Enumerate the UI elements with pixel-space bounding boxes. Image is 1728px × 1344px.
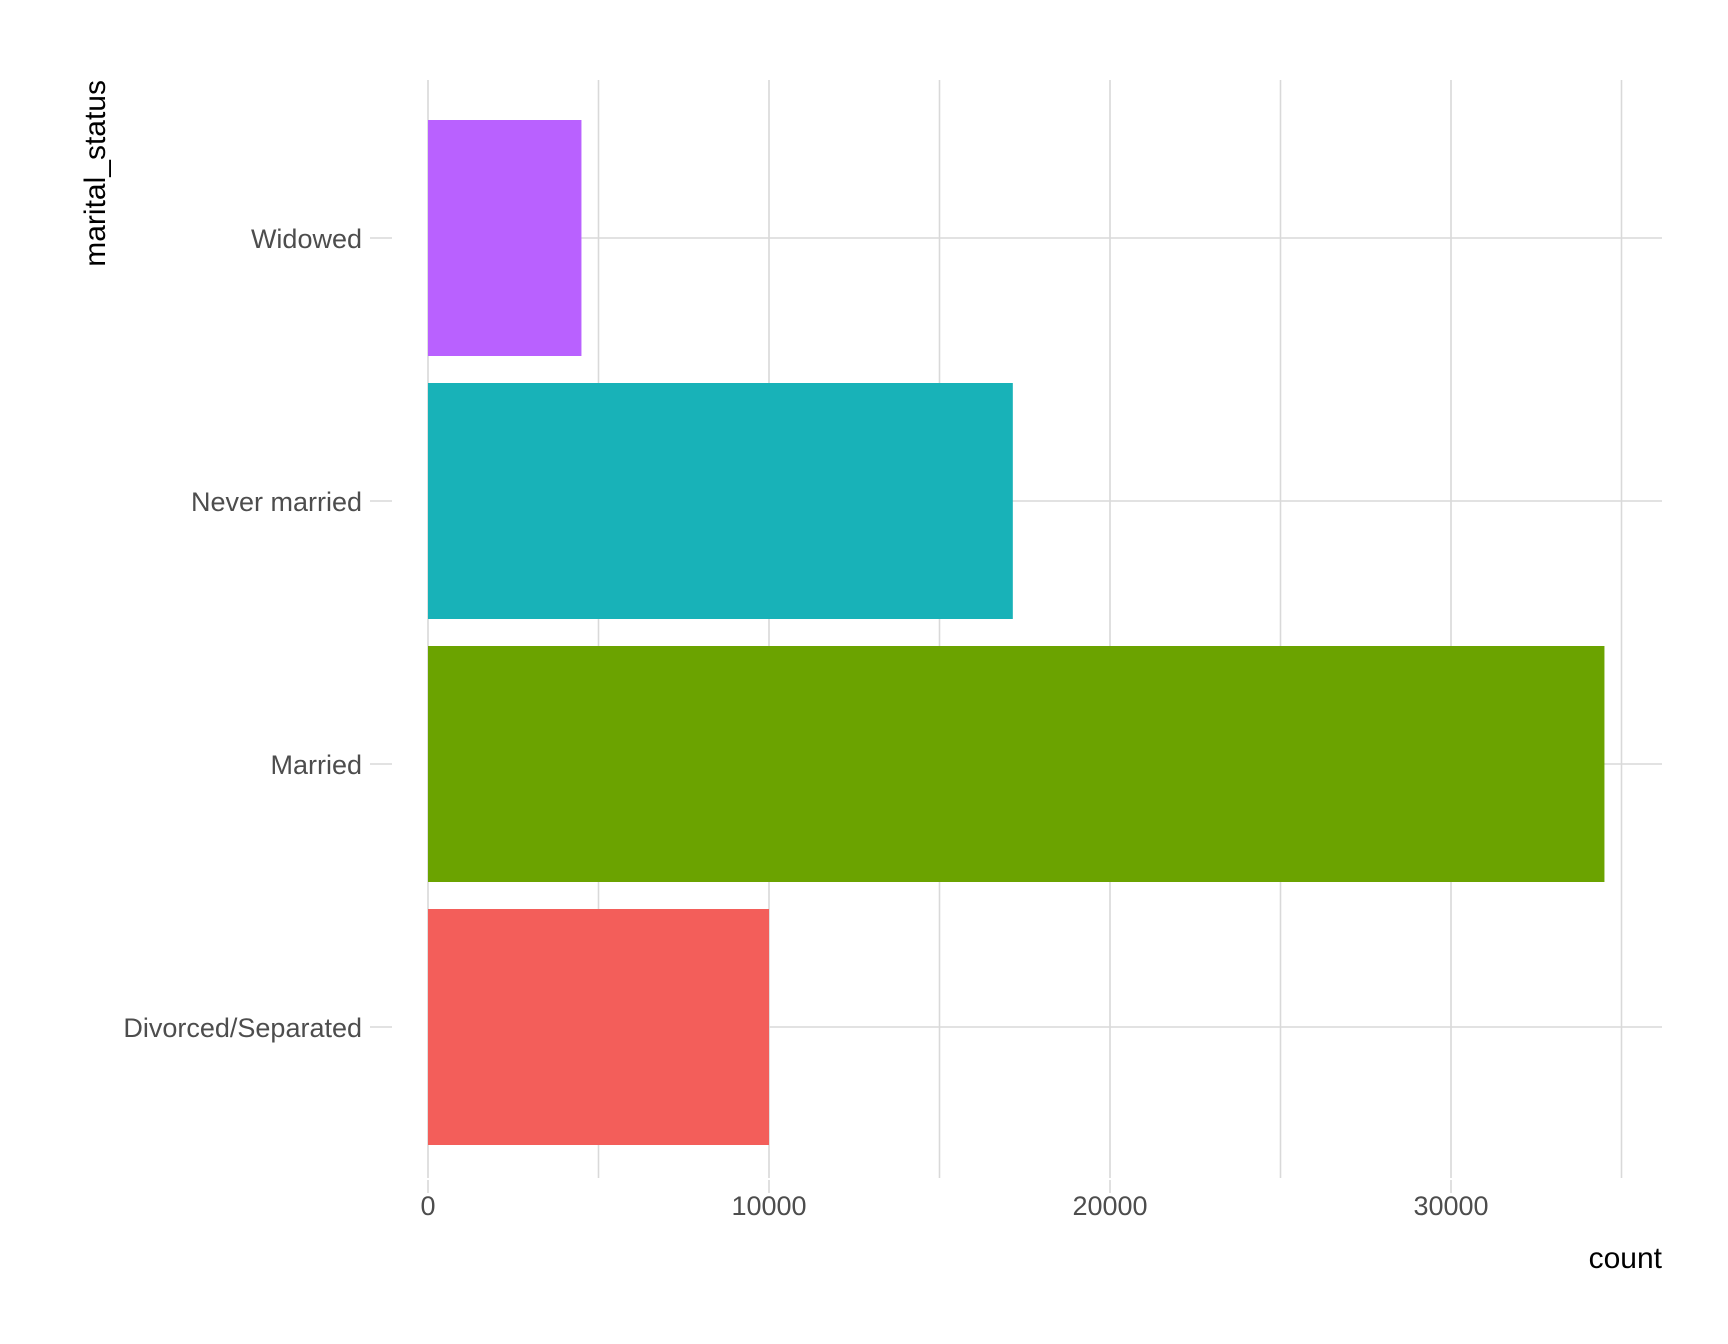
bars: [428, 120, 1605, 1145]
tick-marks: [370, 237, 1452, 1193]
bar-widowed: [428, 120, 582, 356]
y-tick-labels: Divorced/Separated Married Never married Wi…: [123, 224, 362, 1043]
y-tick-label: Never married: [191, 487, 362, 517]
x-tick-label: 30000: [1413, 1191, 1488, 1221]
x-tick-labels: 0 10000 20000 30000: [420, 1191, 1488, 1221]
x-tick-label: 20000: [1072, 1191, 1147, 1221]
bar-divorced-separated: [428, 909, 769, 1145]
y-tick-label: Divorced/Separated: [123, 1013, 362, 1043]
x-tick-label: 0: [420, 1191, 435, 1221]
x-tick-label: 10000: [731, 1191, 806, 1221]
y-tick-label: Widowed: [251, 224, 362, 254]
bar-never-married: [428, 383, 1013, 619]
bar-married: [428, 646, 1605, 882]
y-tick-label: Married: [270, 750, 362, 780]
y-axis-title: marital_status: [79, 80, 112, 267]
x-axis-title: count: [1589, 1242, 1663, 1275]
